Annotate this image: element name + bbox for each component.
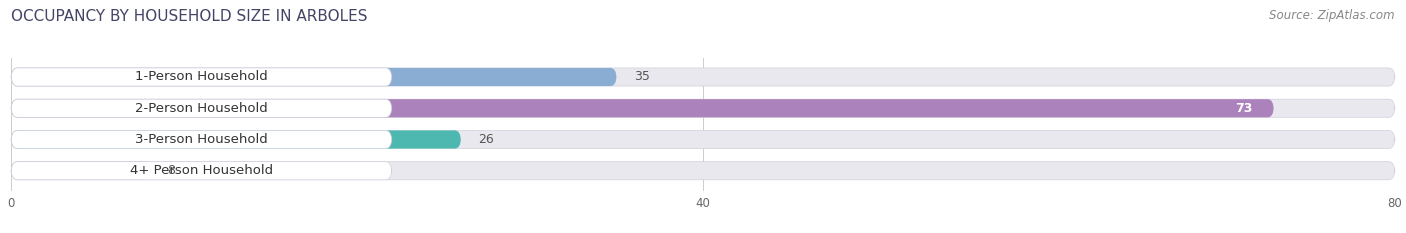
Text: 73: 73 bbox=[1236, 102, 1253, 115]
Text: 3-Person Household: 3-Person Household bbox=[135, 133, 269, 146]
FancyBboxPatch shape bbox=[11, 68, 617, 86]
FancyBboxPatch shape bbox=[11, 99, 392, 117]
FancyBboxPatch shape bbox=[11, 162, 392, 180]
FancyBboxPatch shape bbox=[11, 162, 149, 180]
FancyBboxPatch shape bbox=[11, 130, 1395, 149]
FancyBboxPatch shape bbox=[11, 68, 1395, 86]
Text: OCCUPANCY BY HOUSEHOLD SIZE IN ARBOLES: OCCUPANCY BY HOUSEHOLD SIZE IN ARBOLES bbox=[11, 9, 368, 24]
Text: 2-Person Household: 2-Person Household bbox=[135, 102, 269, 115]
Text: 8: 8 bbox=[167, 164, 174, 177]
Text: 1-Person Household: 1-Person Household bbox=[135, 71, 269, 83]
FancyBboxPatch shape bbox=[11, 130, 392, 149]
FancyBboxPatch shape bbox=[11, 99, 1395, 117]
FancyBboxPatch shape bbox=[11, 99, 1274, 117]
Text: Source: ZipAtlas.com: Source: ZipAtlas.com bbox=[1270, 9, 1395, 22]
FancyBboxPatch shape bbox=[11, 162, 1395, 180]
FancyBboxPatch shape bbox=[11, 68, 392, 86]
FancyBboxPatch shape bbox=[11, 130, 461, 149]
Text: 26: 26 bbox=[478, 133, 494, 146]
Text: 35: 35 bbox=[634, 71, 650, 83]
Text: 4+ Person Household: 4+ Person Household bbox=[129, 164, 273, 177]
